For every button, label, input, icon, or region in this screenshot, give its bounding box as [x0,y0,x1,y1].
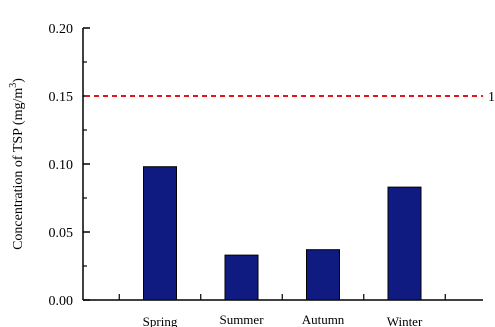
bar [143,166,177,301]
x-category-label: Winter [387,314,423,327]
x-category-label: Spring [143,314,178,327]
reference-line-label: 1 [488,90,495,105]
y-axis-title: Concentration of TSP (mg/m3) [8,78,26,250]
y-tick-label: 0.10 [49,158,74,173]
plot-area: 0.00 0.05 0.10 0.15 0.20 1 Spring Summer Autum… [49,22,495,327]
y-tick-label: 0.15 [49,90,74,105]
bar-series [143,166,422,301]
y-axis-ticks: 0.00 0.05 0.10 0.15 0.20 [49,22,90,309]
y-axis-title-main: Concentration of TSP (mg/m [11,88,26,250]
x-axis-category-labels: Spring Summer Autumn Winter [143,312,423,327]
y-tick-label: 0.20 [49,22,74,37]
y-tick-label: 0.05 [49,226,74,241]
y-tick-label: 0.00 [49,294,74,309]
y-axis-title-superscript: 3 [8,83,19,88]
bar [306,249,340,301]
x-category-label: Summer [219,312,264,327]
x-category-label: Autumn [302,312,345,327]
bar [387,186,422,301]
y-axis-title-close: ) [11,78,26,83]
bar [224,254,259,301]
x-axis-ticks [118,294,446,300]
